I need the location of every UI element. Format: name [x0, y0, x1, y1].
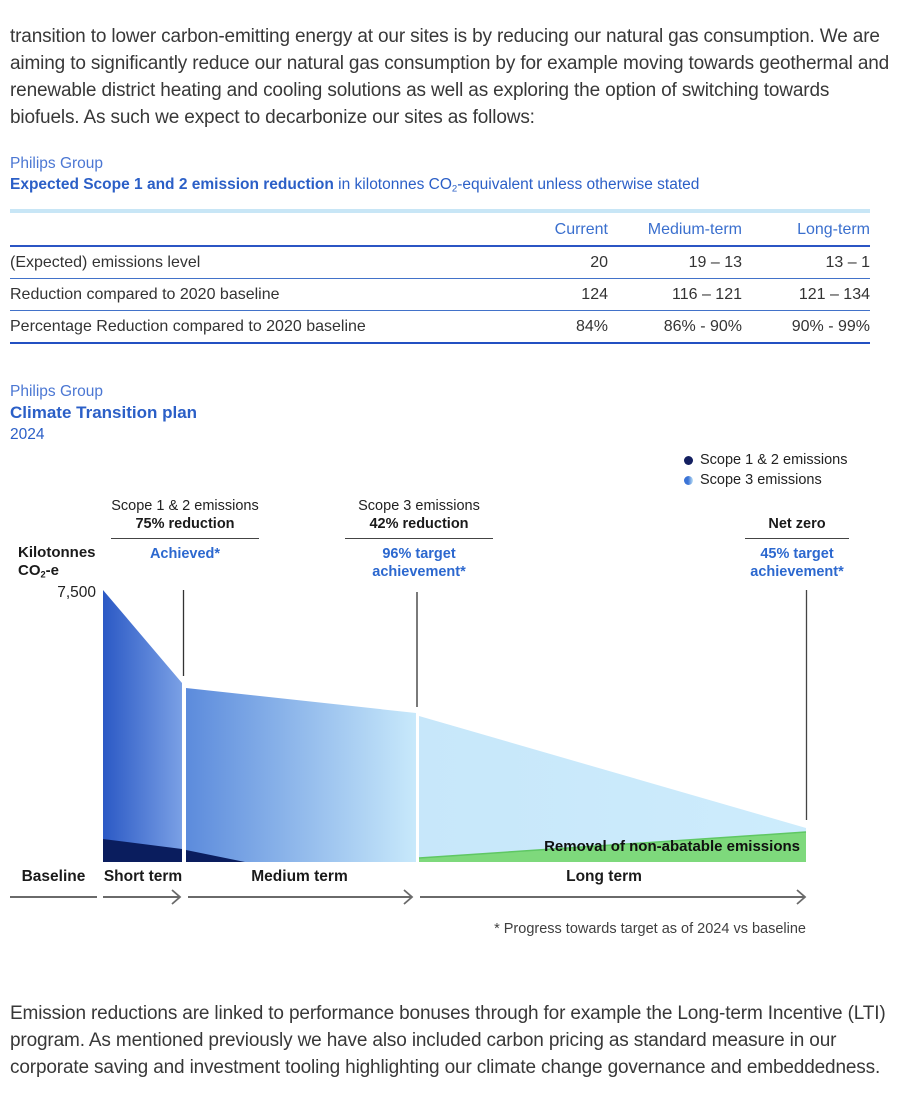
- annotation-status: achievement*: [372, 564, 466, 580]
- chart-title: Climate Transition plan: [10, 403, 198, 422]
- table-title-bold: Expected Scope 1 and 2 emission reductio…: [10, 176, 334, 193]
- table-title-unit-suffix: -equivalent unless otherwise stated: [457, 176, 700, 193]
- annotation-status: 96% target: [382, 546, 456, 562]
- annotation-underline: [745, 538, 849, 539]
- long-term-area: [419, 716, 806, 858]
- annotation-status: achievement*: [750, 564, 844, 580]
- cell-value: 20: [590, 253, 608, 271]
- annotation-scope: Scope 1 & 2 emissions: [111, 498, 259, 514]
- scope12-swatch-icon: [684, 455, 693, 465]
- closing-paragraph: Emission reductions are linked to perfor…: [10, 1003, 886, 1078]
- cell-value: 124: [581, 285, 608, 303]
- emissions-table-section: Philips Group Expected Scope 1 and 2 emi…: [10, 153, 870, 344]
- column-header-current: Current: [554, 220, 608, 238]
- intro-paragraph: transition to lower carbon-emitting ener…: [10, 26, 890, 128]
- cell-value: 121 – 134: [798, 285, 870, 303]
- table-title-unit-prefix: in kilotonnes CO: [333, 176, 452, 193]
- scope12-area: [103, 839, 182, 862]
- annotation-status: 45% target: [760, 546, 834, 562]
- cell-value: 116 – 121: [672, 285, 742, 303]
- table-title-unit-subscript: 2: [451, 183, 458, 195]
- annotation-long-term: Net zero 45% target achievement*: [722, 497, 872, 581]
- cell-value: 19 – 13: [688, 253, 742, 271]
- table-eyebrow: Philips Group: [10, 155, 104, 172]
- annotation-underline: [345, 538, 493, 539]
- short-term-arrow: [103, 889, 182, 905]
- chart-year: 2024: [10, 426, 45, 443]
- y-axis-tick-7500: 7,500: [57, 584, 96, 601]
- medium-term-arrow: [188, 889, 414, 905]
- column-header-medium-term: Medium-term: [647, 220, 742, 238]
- legend-item-scope12: Scope 1 & 2 emissions: [684, 450, 848, 470]
- cell-value: 90% - 99%: [791, 317, 870, 335]
- short-term-area: [103, 590, 182, 862]
- medium-term-area: [186, 688, 416, 862]
- cell-value: 84%: [575, 317, 608, 335]
- table-top-band: [10, 208, 870, 213]
- chart-eyebrow: Philips Group: [10, 383, 104, 400]
- legend-label: Scope 1 & 2 emissions: [700, 452, 848, 468]
- legend-label: Scope 3 emissions: [700, 472, 822, 488]
- removal-area-top-edge: [418, 831, 807, 859]
- table-title: Expected Scope 1 and 2 emission reductio…: [10, 174, 870, 200]
- chart-legend: Scope 1 & 2 emissions Scope 3 emissions: [684, 450, 848, 490]
- transition-chart-canvas: [10, 590, 808, 905]
- annotation-medium-term: Scope 3 emissions 42% reduction 96% targ…: [344, 497, 494, 581]
- annotation-status: Achieved*: [149, 546, 221, 562]
- x-label-short-term: Short term: [103, 868, 183, 885]
- x-label-baseline: Baseline: [21, 868, 86, 885]
- cell-value: 13 – 1: [825, 253, 870, 271]
- table-row: (Expected) emissions level 20 19 – 13 13…: [10, 247, 870, 279]
- removal-area: [419, 832, 806, 862]
- annotation-target: Net zero: [768, 516, 826, 532]
- annotation-target: 42% reduction: [369, 516, 469, 532]
- annotation-target: 75% reduction: [135, 516, 235, 532]
- annotation-underline: [111, 538, 259, 539]
- chart-footnote: * Progress towards target as of 2024 vs …: [494, 921, 806, 937]
- annotation-short-term: Scope 1 & 2 emissions 75% reduction Achi…: [110, 497, 260, 563]
- table-row: Percentage Reduction compared to 2020 ba…: [10, 311, 870, 344]
- y-axis-label: Kilotonnes CO2-e: [18, 544, 96, 580]
- table-header-row: Current Medium-term Long-term: [10, 213, 870, 247]
- table-row: Reduction compared to 2020 baseline 124 …: [10, 279, 870, 311]
- row-label: Reduction compared to 2020 baseline: [10, 285, 280, 303]
- scope12-area-tail: [186, 850, 245, 862]
- scope3-swatch-icon: [684, 475, 693, 485]
- row-label: Percentage Reduction compared to 2020 ba…: [10, 317, 366, 335]
- long-term-arrow: [420, 889, 807, 905]
- x-label-medium-term: Medium term: [251, 868, 348, 885]
- legend-item-scope3: Scope 3 emissions: [684, 470, 848, 490]
- annotation-scope: Scope 3 emissions: [358, 498, 480, 514]
- cell-value: 86% - 90%: [663, 317, 742, 335]
- column-header-long-term: Long-term: [797, 220, 870, 238]
- removal-label: Removal of non-abatable emissions: [544, 838, 800, 855]
- row-label: (Expected) emissions level: [10, 253, 201, 271]
- x-label-long-term: Long term: [566, 868, 642, 885]
